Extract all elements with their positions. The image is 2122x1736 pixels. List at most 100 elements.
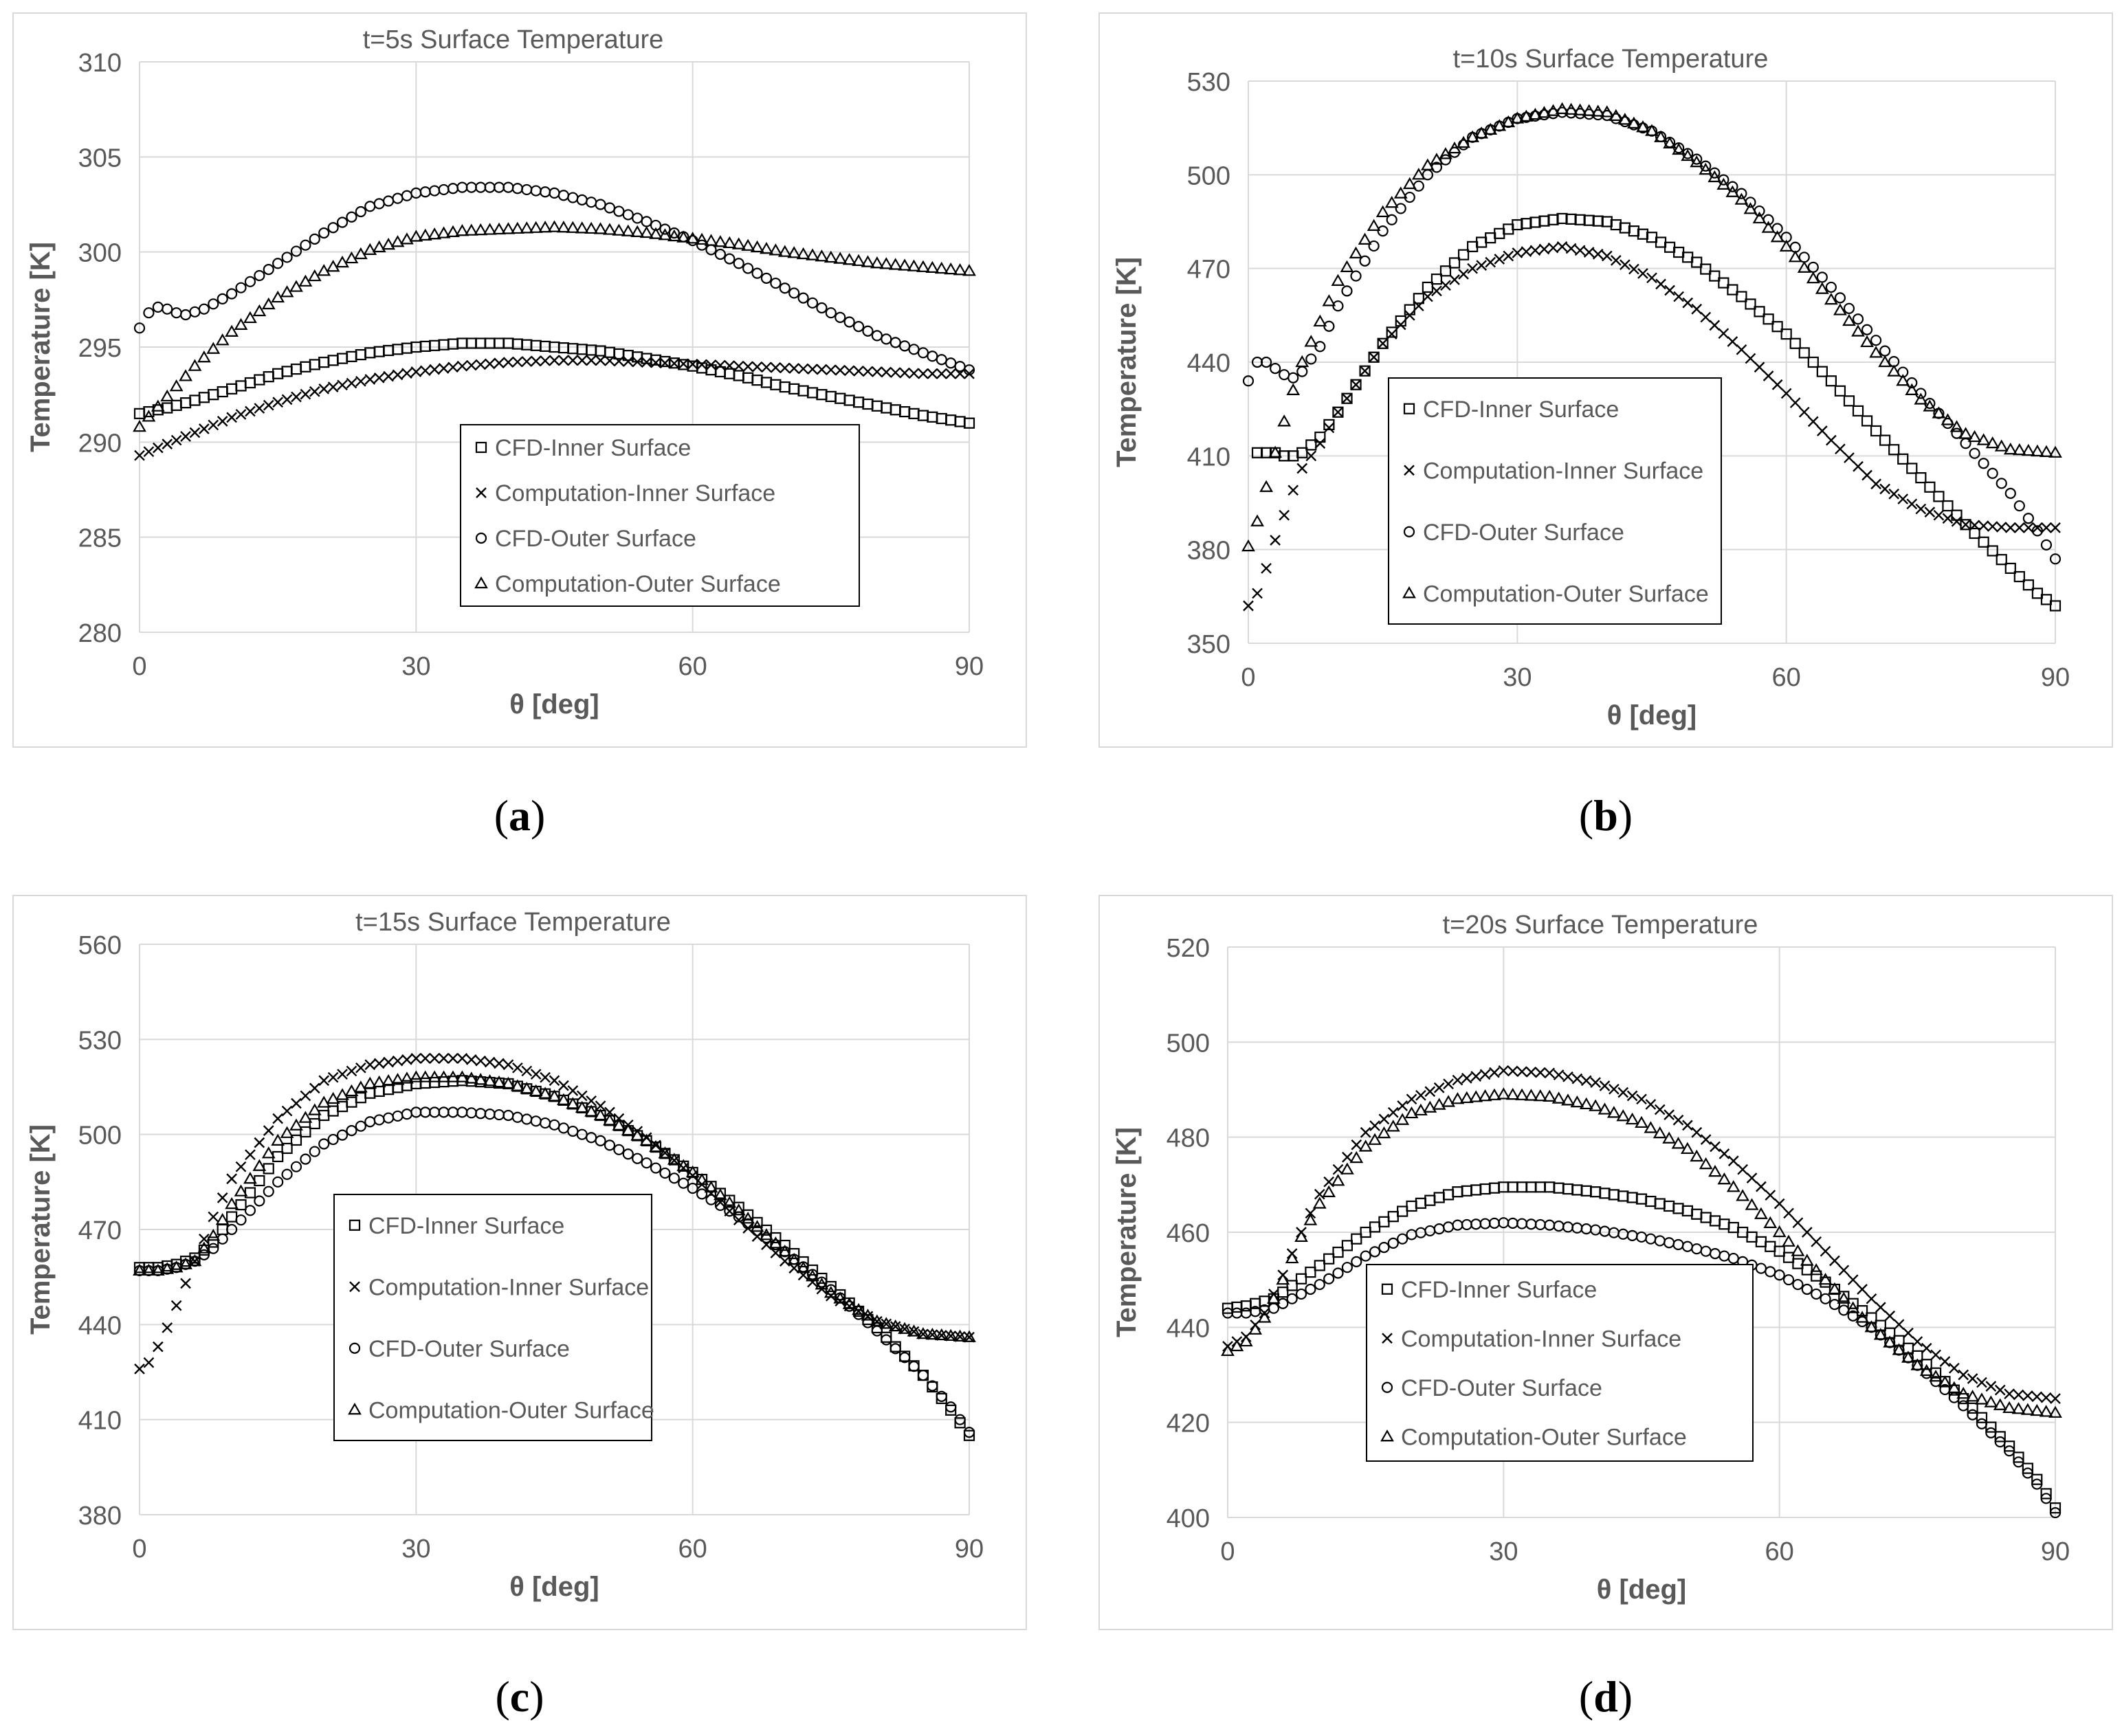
data-point-triangle — [1266, 1291, 1281, 1304]
data-point-triangle — [1609, 109, 1623, 121]
y-axis-label: Temperature [K] — [1112, 257, 1142, 467]
data-point-square — [1906, 463, 1918, 474]
data-point-triangle — [612, 1118, 626, 1131]
data-point-square — [364, 347, 376, 359]
data-point-triangle — [382, 237, 395, 250]
data-point-triangle — [1788, 250, 1802, 263]
data-point-triangle — [1851, 324, 1865, 337]
data-point-x — [291, 391, 302, 403]
data-point-circle — [511, 1111, 523, 1123]
data-point-circle — [1590, 1224, 1602, 1236]
data-point-triangle — [1395, 1113, 1410, 1125]
data-point-x — [807, 364, 818, 375]
data-point-circle — [254, 1195, 265, 1207]
data-point-triangle — [261, 297, 276, 310]
data-point-circle — [742, 1218, 754, 1229]
data-point-triangle — [1797, 260, 1811, 273]
data-point-circle — [1681, 1240, 1693, 1252]
data-point-circle — [364, 1116, 376, 1128]
data-point-x — [1798, 406, 1810, 418]
data-point-triangle — [1402, 177, 1417, 190]
data-point-x — [1404, 309, 1415, 321]
data-point-triangle — [1782, 1234, 1795, 1247]
data-point-circle — [447, 1106, 459, 1118]
data-point-x — [199, 423, 210, 434]
data-point-square — [871, 400, 883, 412]
data-point-square — [1601, 216, 1613, 227]
data-point-square — [401, 342, 413, 354]
data-point-circle — [622, 209, 634, 221]
data-point-triangle — [372, 240, 386, 253]
data-point-square — [1834, 385, 1846, 397]
data-point-x — [835, 364, 846, 376]
data-point-triangle — [483, 1073, 497, 1087]
data-point-triangle — [1488, 1088, 1501, 1100]
series-computation-outer-surface — [1241, 102, 2062, 552]
data-point-x — [1314, 1188, 1325, 1200]
data-point-triangle — [852, 254, 865, 267]
data-point-x — [1969, 520, 1980, 531]
data-point-circle — [401, 190, 413, 201]
data-point-triangle — [2002, 1401, 2017, 1414]
data-point-circle — [1279, 369, 1290, 381]
data-point-square — [1332, 1246, 1344, 1258]
data-point-x — [1912, 1336, 1923, 1347]
data-point-square — [1942, 500, 1954, 512]
legend-marker — [348, 1403, 362, 1415]
data-point-circle — [309, 1146, 320, 1157]
data-point-x — [659, 1147, 671, 1159]
data-point-circle — [355, 1120, 366, 1132]
data-point-x — [1958, 1369, 1969, 1381]
data-point-x — [1452, 1074, 1463, 1086]
data-point-x — [1829, 1255, 1840, 1267]
data-point-x — [1847, 1274, 1859, 1286]
chart-panel-a: 280 285 290 295 300 305 310 0 30 60 90 t=5s Surface… — [12, 12, 1027, 748]
data-point-triangle — [1653, 1126, 1667, 1139]
data-point-circle — [2004, 1445, 2015, 1457]
data-point-triangle — [2020, 1403, 2035, 1415]
data-point-x — [1664, 285, 1675, 296]
data-point-x — [1296, 463, 1308, 474]
data-point-triangle — [1932, 406, 1946, 419]
data-point-circle — [576, 194, 588, 205]
data-point-circle — [760, 272, 773, 284]
legend-label: Computation-Inner Surface — [1423, 458, 1703, 484]
data-point-square — [1583, 214, 1595, 226]
data-point-x — [1580, 1075, 1592, 1087]
data-point-triangle — [1450, 1092, 1465, 1104]
data-point-square — [235, 380, 247, 392]
data-point-circle — [659, 1167, 671, 1179]
legend-marker — [1381, 1381, 1393, 1393]
data-point-x — [263, 399, 274, 411]
data-point-triangle — [1384, 196, 1399, 208]
data-point-circle — [235, 282, 247, 293]
data-point-triangle — [833, 1291, 848, 1304]
data-point-triangle — [1892, 1343, 1906, 1355]
data-point-x — [217, 416, 228, 427]
data-point-square — [788, 383, 800, 394]
data-point-square — [1457, 249, 1470, 260]
data-point-triangle — [603, 1113, 617, 1126]
data-point-circle — [1617, 1228, 1629, 1240]
data-point-circle — [1350, 270, 1362, 282]
data-point-square — [1789, 337, 1801, 349]
data-point-circle — [557, 190, 570, 201]
data-point-triangle — [234, 318, 248, 331]
data-point-circle — [484, 1109, 496, 1120]
data-point-circle — [1843, 302, 1855, 314]
data-point-circle — [1242, 375, 1255, 387]
y-tick-label: 460 — [1167, 1219, 1210, 1248]
data-point-triangle — [510, 221, 524, 234]
data-point-triangle — [1564, 102, 1578, 115]
data-point-x — [797, 363, 809, 375]
data-point-triangle — [1681, 148, 1695, 162]
data-point-triangle — [1763, 1216, 1778, 1228]
data-point-circle — [733, 258, 744, 269]
x-tick-label: 90 — [955, 652, 984, 681]
y-tick-label: 470 — [1187, 256, 1230, 285]
data-point-triangle — [2040, 445, 2053, 457]
data-point-triangle — [1938, 1375, 1952, 1388]
data-point-circle — [963, 1427, 975, 1438]
data-point-triangle — [418, 228, 432, 241]
data-point-square — [235, 1199, 247, 1211]
